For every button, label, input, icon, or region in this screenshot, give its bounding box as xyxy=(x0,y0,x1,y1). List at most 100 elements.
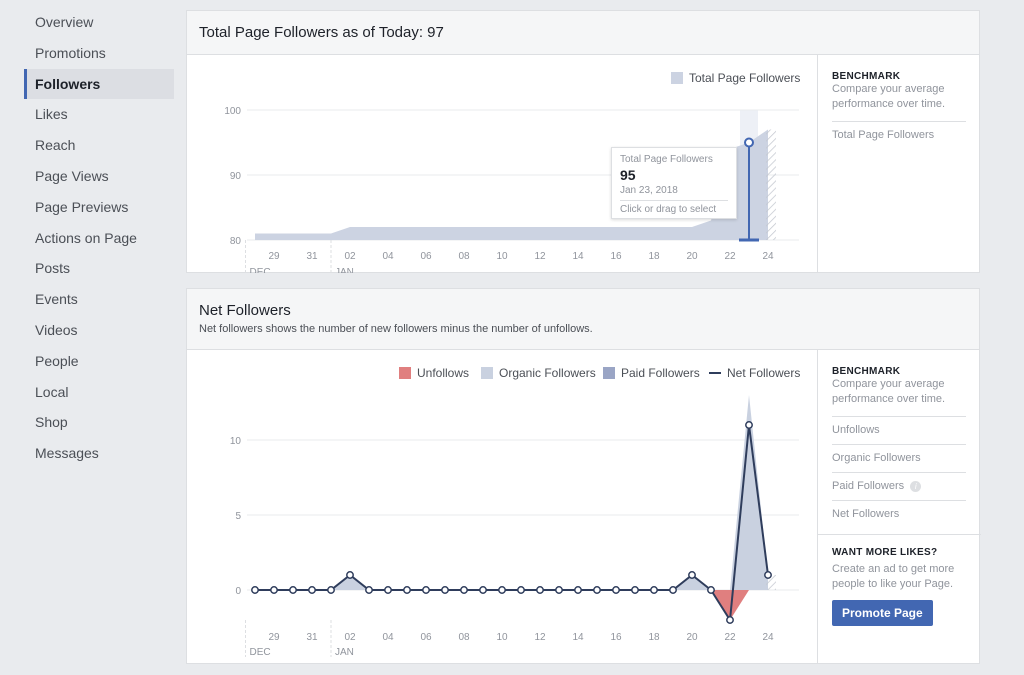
net-followers-chart[interactable]: 0 5 10 29 31 02 04 06 08 10 12 14 16 18 20 22 24 DEC JAN xyxy=(187,350,817,664)
net-followers-point xyxy=(688,571,696,579)
net-followers-point xyxy=(536,586,544,594)
legend-paid-followers[interactable]: Paid Followers xyxy=(603,366,700,380)
y-tick-label: 100 xyxy=(224,106,241,117)
x-tick-label: 04 xyxy=(382,251,394,262)
x-group-label-dec: DEC xyxy=(250,267,271,273)
benchmark-item-paid[interactable]: Paid Followers i xyxy=(832,472,966,500)
benchmark-title: BENCHMARK xyxy=(832,366,901,377)
net-followers-point xyxy=(517,586,525,594)
x-tick-label: 10 xyxy=(496,251,508,262)
x-group-label-jan: JAN xyxy=(335,647,354,658)
net-followers-point xyxy=(308,586,316,594)
sidebar-item-reach[interactable]: Reach xyxy=(35,137,76,154)
net-followers-point xyxy=(403,586,411,594)
sidebar-item-followers[interactable]: Followers xyxy=(24,68,174,99)
sidebar-item-overview[interactable]: Overview xyxy=(35,14,94,30)
legend-line-swatch xyxy=(709,372,721,374)
benchmark-item-total-followers[interactable]: Total Page Followers xyxy=(832,121,966,149)
net-followers-point xyxy=(479,586,487,594)
area-series-organic-followers xyxy=(255,395,768,590)
sidebar-item-posts[interactable]: Posts xyxy=(35,260,71,277)
tooltip: Total Page Followers 95 Jan 23, 2018 Cli… xyxy=(611,147,737,219)
sidebar-item-people[interactable]: People xyxy=(35,352,79,369)
y-tick-label: 0 xyxy=(235,586,241,597)
legend-label: Paid Followers xyxy=(621,366,700,380)
legend-total-followers[interactable]: Total Page Followers xyxy=(671,71,800,85)
sidebar-item-messages[interactable]: Messages xyxy=(35,445,99,462)
x-tick-label: 14 xyxy=(572,632,584,643)
net-followers-point xyxy=(327,586,335,594)
x-tick-label: 10 xyxy=(496,632,508,643)
tooltip-series: Total Page Followers xyxy=(620,154,713,165)
benchmark-panel: BENCHMARK Compare your average performan… xyxy=(817,55,981,273)
benchmark-item-label: Paid Followers xyxy=(832,480,905,492)
net-followers-card: Net Followers Net followers shows the nu… xyxy=(186,288,981,664)
net-followers-point xyxy=(574,586,582,594)
total-followers-title: Total Page Followers as of Today: 97 xyxy=(199,24,444,41)
x-tick-label: 29 xyxy=(268,632,280,643)
x-tick-label: 08 xyxy=(458,632,470,643)
card-header: Total Page Followers as of Today: 97 xyxy=(187,11,979,55)
benchmark-desc: Compare your average performance over ti… xyxy=(832,378,946,405)
legend-unfollows[interactable]: Unfollows xyxy=(399,366,469,380)
x-tick-label: 18 xyxy=(648,251,660,262)
promote-page-button[interactable]: Promote Page xyxy=(832,600,933,626)
x-tick-label: 08 xyxy=(458,251,470,262)
legend-swatch xyxy=(481,367,493,379)
net-legend: Unfollows Organic Followers Paid Followe… xyxy=(187,366,817,382)
sidebar-item-actions-on-page[interactable]: Actions on Page xyxy=(35,229,137,246)
net-followers-point xyxy=(593,586,601,594)
benchmark-item-unfollows[interactable]: Unfollows xyxy=(832,416,966,444)
tooltip-hint: Click or drag to select xyxy=(620,204,717,215)
y-tick-label: 90 xyxy=(230,171,242,182)
sidebar-item-local[interactable]: Local xyxy=(35,383,69,400)
card-header: Net Followers Net followers shows the nu… xyxy=(187,289,979,350)
line-series-net-followers xyxy=(255,424,769,623)
net-followers-point xyxy=(555,586,563,594)
promo-desc: Create an ad to get more people to like … xyxy=(832,563,955,590)
legend-organic-followers[interactable]: Organic Followers xyxy=(481,366,596,380)
net-followers-point xyxy=(745,421,753,429)
sidebar-item-promotions[interactable]: Promotions xyxy=(35,44,106,61)
sidebar-item-page-views[interactable]: Page Views xyxy=(35,168,109,184)
net-followers-point xyxy=(707,586,715,594)
x-tick-label: 20 xyxy=(686,251,698,262)
sidebar-item-events[interactable]: Events xyxy=(35,291,78,308)
benchmark-item-net[interactable]: Net Followers xyxy=(832,500,966,528)
net-followers-point xyxy=(650,586,658,594)
x-tick-label: 22 xyxy=(724,632,736,643)
sidebar-item-likes[interactable]: Likes xyxy=(35,106,68,123)
net-followers-title: Net Followers xyxy=(199,302,291,319)
promo-title: WANT MORE LIKES? xyxy=(832,547,938,558)
sidebar-item-shop[interactable]: Shop xyxy=(35,414,68,431)
total-followers-chart[interactable]: 80 90 100 29 31 02 04 06 08 10 12 14 16 18 20 22 24 DEC JA… xyxy=(187,55,817,273)
x-tick-label: 14 xyxy=(572,251,584,262)
net-followers-point xyxy=(270,586,278,594)
promo-panel: WANT MORE LIKES? Create an ad to get mor… xyxy=(817,534,981,664)
info-icon[interactable]: i xyxy=(910,480,922,492)
x-tick-label: 24 xyxy=(762,251,774,262)
partial-day-hatch xyxy=(766,575,776,590)
legend-net-followers[interactable]: Net Followers xyxy=(709,366,800,380)
benchmark-item-organic[interactable]: Organic Followers xyxy=(832,444,966,472)
y-tick-label: 5 xyxy=(235,511,241,522)
net-followers-point xyxy=(289,586,297,594)
x-tick-label: 06 xyxy=(420,251,432,262)
net-followers-point xyxy=(441,586,449,594)
selected-point xyxy=(744,137,754,148)
x-tick-label: 12 xyxy=(534,632,546,643)
total-followers-card: Total Page Followers as of Today: 97 Tot… xyxy=(186,10,980,273)
x-tick-label: 31 xyxy=(306,251,318,262)
x-tick-label: 22 xyxy=(724,251,736,262)
x-tick-label: 06 xyxy=(420,632,432,643)
net-followers-point xyxy=(460,586,468,594)
benchmark-desc: Compare your average performance over ti… xyxy=(832,83,946,110)
sidebar-item-videos[interactable]: Videos xyxy=(35,322,78,338)
partial-day-hatch xyxy=(766,129,776,240)
x-tick-label: 24 xyxy=(762,632,774,643)
legend-label: Organic Followers xyxy=(499,366,596,380)
area-series-total-followers xyxy=(255,129,768,240)
net-followers-point xyxy=(669,586,677,594)
x-tick-label: 04 xyxy=(382,632,394,643)
sidebar-item-page-previews[interactable]: Page Previews xyxy=(35,198,129,215)
